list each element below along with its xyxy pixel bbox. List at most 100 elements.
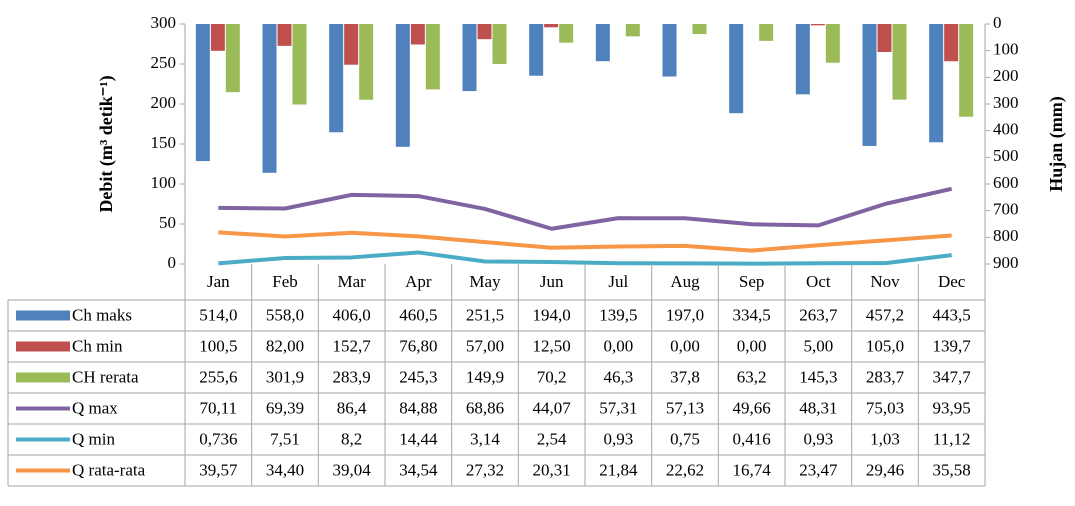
table-cell: 57,00 bbox=[466, 336, 504, 355]
legend-key bbox=[16, 372, 70, 383]
table-cell: 301,9 bbox=[266, 367, 304, 386]
x-tick-label: Aug bbox=[670, 272, 700, 291]
y-tick-label: 50 bbox=[159, 213, 176, 232]
line bbox=[218, 186, 953, 231]
table-cell: 37,8 bbox=[670, 367, 700, 386]
legend-label: Ch maks bbox=[72, 305, 132, 324]
table-cell: 39,04 bbox=[333, 460, 372, 479]
y2-tick-label: 300 bbox=[993, 93, 1019, 112]
table-cell: 0,93 bbox=[603, 429, 633, 448]
bar bbox=[395, 24, 410, 147]
bar bbox=[825, 24, 840, 63]
table-cell: 76,80 bbox=[399, 336, 437, 355]
bar bbox=[692, 24, 707, 35]
bar bbox=[544, 24, 559, 28]
bar bbox=[810, 24, 825, 26]
bar bbox=[359, 24, 374, 100]
table-cell: 139,5 bbox=[599, 305, 637, 324]
table-cell: 35,58 bbox=[933, 460, 971, 479]
bar bbox=[410, 24, 425, 45]
bar bbox=[944, 24, 959, 62]
table-cell: 57,31 bbox=[599, 398, 637, 417]
y2-tick-label: 500 bbox=[993, 146, 1019, 165]
table-cell: 558,0 bbox=[266, 305, 304, 324]
table-cell: 75,03 bbox=[866, 398, 904, 417]
y2-tick-label: 900 bbox=[993, 253, 1019, 272]
table-cell: 0,00 bbox=[737, 336, 767, 355]
table-cell: 443,5 bbox=[933, 305, 971, 324]
y-tick-label: 0 bbox=[168, 253, 177, 272]
bar bbox=[262, 24, 277, 173]
legend-key bbox=[16, 310, 70, 321]
table-cell: 11,12 bbox=[933, 429, 971, 448]
y2-axis-title: Hujan (mm) bbox=[1046, 96, 1067, 192]
y2-tick-label: 600 bbox=[993, 173, 1019, 192]
y-tick-label: 250 bbox=[151, 53, 177, 72]
bar bbox=[595, 24, 610, 62]
y-tick-label: 300 bbox=[151, 13, 177, 32]
bar bbox=[662, 24, 677, 77]
table-cell: 93,95 bbox=[933, 398, 971, 417]
table-cell: 0,00 bbox=[603, 336, 633, 355]
y2-tick-label: 0 bbox=[993, 13, 1002, 32]
table-cell: 44,07 bbox=[533, 398, 572, 417]
table-cell: 100,5 bbox=[199, 336, 237, 355]
table-cell: 0,75 bbox=[670, 429, 700, 448]
legend-label: Ch min bbox=[72, 336, 123, 355]
bar bbox=[795, 24, 810, 95]
table-cell: 39,57 bbox=[199, 460, 238, 479]
x-tick-label: Jun bbox=[540, 272, 564, 291]
x-tick-label: Apr bbox=[405, 272, 432, 291]
table-cell: 0,736 bbox=[199, 429, 237, 448]
bar bbox=[625, 24, 640, 37]
table-cell: 245,3 bbox=[399, 367, 437, 386]
legend-key bbox=[16, 341, 70, 352]
table-cell: 20,31 bbox=[533, 460, 571, 479]
y-axis-title: Debit (m³ detik⁻¹) bbox=[96, 75, 117, 212]
table-cell: 70,11 bbox=[200, 398, 238, 417]
line bbox=[218, 250, 952, 266]
table-cell: 2,54 bbox=[537, 429, 567, 448]
bar bbox=[277, 24, 292, 46]
table-cell: 406,0 bbox=[333, 305, 371, 324]
bar bbox=[529, 24, 544, 76]
bar bbox=[929, 24, 944, 143]
table-cell: 34,54 bbox=[399, 460, 438, 479]
table-cell: 0,93 bbox=[803, 429, 833, 448]
bar bbox=[462, 24, 477, 92]
x-tick-label: Mar bbox=[338, 272, 367, 291]
table-cell: 149,9 bbox=[466, 367, 504, 386]
y-tick-label: 200 bbox=[151, 93, 177, 112]
table-cell: 0,416 bbox=[733, 429, 771, 448]
x-tick-label: Nov bbox=[870, 272, 900, 291]
table-cell: 139,7 bbox=[933, 336, 972, 355]
table-cell: 48,31 bbox=[799, 398, 837, 417]
table-cell: 255,6 bbox=[199, 367, 237, 386]
table-cell: 457,2 bbox=[866, 305, 904, 324]
x-tick-label: May bbox=[469, 272, 501, 291]
y2-tick-label: 700 bbox=[993, 200, 1019, 219]
table-cell: 263,7 bbox=[799, 305, 838, 324]
legend-label: Q max bbox=[72, 398, 118, 417]
table-cell: 29,46 bbox=[866, 460, 904, 479]
table-cell: 197,0 bbox=[666, 305, 704, 324]
bar bbox=[559, 24, 574, 43]
x-tick-label: Feb bbox=[272, 272, 298, 291]
y2-tick-label: 400 bbox=[993, 120, 1019, 139]
legend-label: Q min bbox=[72, 429, 115, 448]
bar bbox=[729, 24, 744, 114]
table-cell: 347,7 bbox=[933, 367, 972, 386]
table-cell: 5,00 bbox=[803, 336, 833, 355]
bar bbox=[892, 24, 907, 100]
table-cell: 12,50 bbox=[533, 336, 571, 355]
table-cell: 27,32 bbox=[466, 460, 504, 479]
y2-tick-label: 800 bbox=[993, 226, 1019, 245]
x-tick-label: Sep bbox=[739, 272, 765, 291]
table-cell: 283,7 bbox=[866, 367, 905, 386]
table-cell: 251,5 bbox=[466, 305, 504, 324]
bar bbox=[477, 24, 492, 40]
table-cell: 3,14 bbox=[470, 429, 500, 448]
bar bbox=[210, 24, 225, 51]
